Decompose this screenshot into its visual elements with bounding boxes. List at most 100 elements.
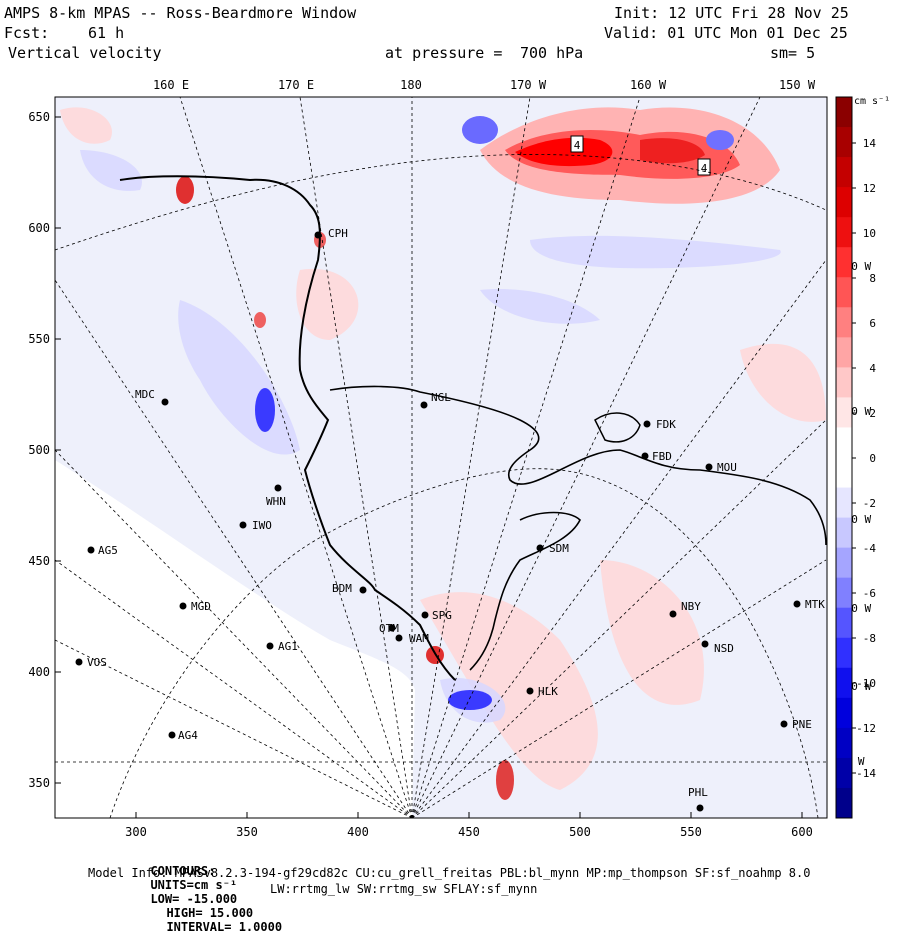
station-ngl-label: NGL	[431, 391, 451, 404]
colorbar-tick-label-13: -12	[856, 722, 876, 735]
contour-interval: INTERVAL= 1.0000	[166, 920, 283, 934]
wind-patch-9	[80, 150, 142, 191]
y-tick-label-1: 600	[28, 221, 50, 235]
station-mgd-marker	[179, 602, 187, 610]
downdraft-spot-1	[462, 116, 498, 144]
station-spg-label: SPG	[432, 609, 452, 622]
station-vos-label: VOS	[87, 656, 107, 669]
station-sdm-label: SDM	[549, 542, 569, 555]
pressure-value: 700 hPa	[520, 44, 584, 62]
contour-label-box-1	[697, 158, 711, 176]
colorbar-tick-label-3: 8	[869, 272, 876, 285]
colorbar-segment-20	[836, 697, 852, 729]
colorbar-segment-11	[836, 427, 852, 458]
station-hlk-label: HLK	[538, 685, 558, 698]
updraft-peak-2	[640, 138, 705, 164]
colorbar-segment-17	[836, 607, 852, 639]
latitude-circle-1	[109, 468, 819, 819]
colorbar-segment-14	[836, 517, 852, 549]
colorbar-tick-label-6: 2	[869, 407, 876, 420]
station-ag1-label: AG1	[278, 640, 298, 653]
station-mdc-label: MDC	[135, 388, 155, 401]
contour-label-1: 4	[701, 162, 708, 175]
no-data-region	[55, 460, 415, 818]
x-tick-label-6: 600	[791, 825, 813, 839]
colorbar-segment-5	[836, 247, 852, 278]
colorbar-segment-2	[836, 157, 852, 188]
station-spg-marker	[421, 611, 429, 619]
station-ag5-marker	[87, 546, 95, 554]
y-tick-label-0: 650	[28, 110, 50, 124]
station-hlk-marker	[526, 687, 534, 695]
wind-patch-4	[740, 343, 826, 422]
updraft-peak-1	[515, 137, 613, 167]
top-lon-label-5: 150 W	[779, 78, 816, 92]
colorbar-segment-10	[836, 397, 852, 428]
model-info-2: LW:rrtmg_lw SW:rrtmg_sw SFLAY:sf_mynn	[270, 882, 538, 896]
station-cph-label: CPH	[328, 227, 348, 240]
colorbar-segment-22	[836, 757, 852, 789]
pressure-label: at pressure =	[385, 44, 503, 62]
station-fdk-marker	[643, 420, 651, 428]
contour-label-box-0	[570, 135, 584, 153]
station-nsd-marker	[701, 640, 709, 648]
updraft-spot-3	[496, 760, 514, 800]
x-tick-label-3: 450	[458, 825, 480, 839]
colorbar-segment-9	[836, 367, 852, 398]
top-lon-label-3: 170 W	[510, 78, 547, 92]
top-lon-label-1: 170 E	[278, 78, 314, 92]
valid-time: Valid: 01 UTC Mon 01 Dec 25	[604, 24, 848, 42]
station-mou-label: MOU	[717, 461, 737, 474]
colorbar-segment-18	[836, 637, 852, 669]
wind-patch-1	[420, 592, 598, 790]
station-cph-marker	[314, 231, 322, 239]
station-nby-label: NBY	[681, 600, 701, 613]
colorbar-tick-label-9: -4	[863, 542, 877, 555]
meridian-2	[299, 96, 413, 819]
colorbar-tick-label-5: 4	[869, 362, 876, 375]
wind-patch-0	[60, 107, 112, 144]
contour-units: UNITS=cm s⁻¹	[150, 878, 238, 892]
colorbar-tick-label-0: 14	[863, 137, 877, 150]
station-fbd-marker	[641, 452, 649, 460]
station-mtk-label: MTK	[805, 598, 825, 611]
smoothing-value: sm= 5	[770, 44, 816, 62]
colorbar-segment-6	[836, 277, 852, 308]
station-sdm-marker	[536, 544, 544, 552]
colorbar-segment-13	[836, 487, 852, 519]
station-wam-label: WAM	[409, 632, 429, 645]
station-ngl-marker	[420, 401, 428, 409]
station-fdk-label: FDK	[656, 418, 676, 431]
x-tick-label-4: 500	[569, 825, 591, 839]
x-tick-label-2: 400	[347, 825, 369, 839]
wind-patch-3	[296, 268, 359, 340]
station-phl-label: PHL	[688, 786, 708, 799]
colorbar-tick-label-2: 10	[863, 227, 876, 240]
meridian-9	[54, 639, 413, 819]
y-tick-label-5: 400	[28, 665, 50, 679]
station-nsd-label: NSD	[714, 642, 734, 655]
updraft-spot-1	[176, 176, 194, 204]
map-title: AMPS 8-km MPAS -- Ross-Beardmore Window	[4, 4, 357, 22]
downdraft-spot-3	[448, 690, 492, 710]
station-vos-marker	[75, 658, 83, 666]
meridian-1	[179, 96, 413, 819]
top-lon-label-0: 160 E	[153, 78, 189, 92]
init-time: Init: 12 UTC Fri 28 Nov 25	[614, 4, 849, 22]
colorbar-segment-8	[836, 337, 852, 368]
station-pne-marker	[780, 720, 788, 728]
colorbar-segment-1	[836, 127, 852, 158]
station-pne-label: PNE	[792, 718, 812, 731]
station-bdm-marker	[359, 586, 367, 594]
wind-patch-2	[600, 560, 704, 705]
top-lon-label-4: 160 W	[630, 78, 667, 92]
colorbar-tick-label-7: 0	[869, 452, 876, 465]
contour-label-0: 4	[574, 139, 581, 152]
station-otm-label: OTM	[379, 622, 399, 635]
field-name: Vertical velocity	[8, 44, 162, 62]
station-whn-label: WHN	[266, 495, 286, 508]
colorbar-segment-16	[836, 577, 852, 609]
station-whn-marker	[274, 484, 282, 492]
coastline-1	[119, 175, 456, 681]
forecast-label: Fcst:	[4, 24, 50, 42]
